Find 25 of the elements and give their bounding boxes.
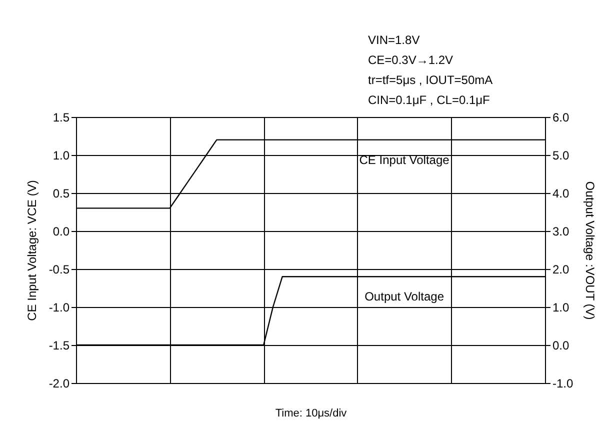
y2-tick-label: 4.0: [552, 186, 570, 200]
text: tr=tf=5μs , IOUT=50mA: [368, 73, 493, 87]
y2-tick-label: 2.0: [552, 262, 570, 276]
y2-tick-label: -1.0: [552, 376, 574, 390]
series-label: Output Voltage: [364, 290, 444, 304]
y-tick-label: 0.0: [52, 224, 70, 238]
y-tick-label: -1.0: [48, 300, 70, 314]
y2-tick-label: 6.0: [552, 110, 570, 124]
y2-tick-label: 0.0: [552, 338, 570, 352]
y-axis-title: CE Input Voltage: VCE (V): [24, 180, 39, 321]
y2-axis-title: Output Voltage :VOUT (V): [583, 181, 598, 320]
y2-tick-label: 1.0: [552, 300, 570, 314]
y2-tick-label: 5.0: [552, 148, 570, 162]
y-tick-label: 1.0: [52, 148, 70, 162]
y-tick-label: -0.5: [48, 262, 70, 276]
y-tick-label: 0.5: [52, 186, 70, 200]
y-tick-label: 1.5: [52, 110, 70, 124]
x-axis-title: Time: 10μs/div: [275, 408, 348, 420]
y-tick-label: -1.5: [48, 338, 70, 352]
text: CIN=0.1μF , CL=0.1μF: [368, 93, 490, 107]
y2-tick-label: 3.0: [552, 224, 570, 238]
series-label: CE Input Voltage: [359, 152, 450, 167]
text: CE=0.3V→1.2V: [368, 53, 454, 67]
y-tick-label: -2.0: [48, 376, 70, 390]
text: VIN=1.8V: [368, 33, 420, 47]
